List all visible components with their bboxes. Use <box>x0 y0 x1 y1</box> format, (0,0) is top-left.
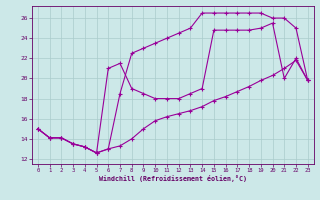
X-axis label: Windchill (Refroidissement éolien,°C): Windchill (Refroidissement éolien,°C) <box>99 175 247 182</box>
